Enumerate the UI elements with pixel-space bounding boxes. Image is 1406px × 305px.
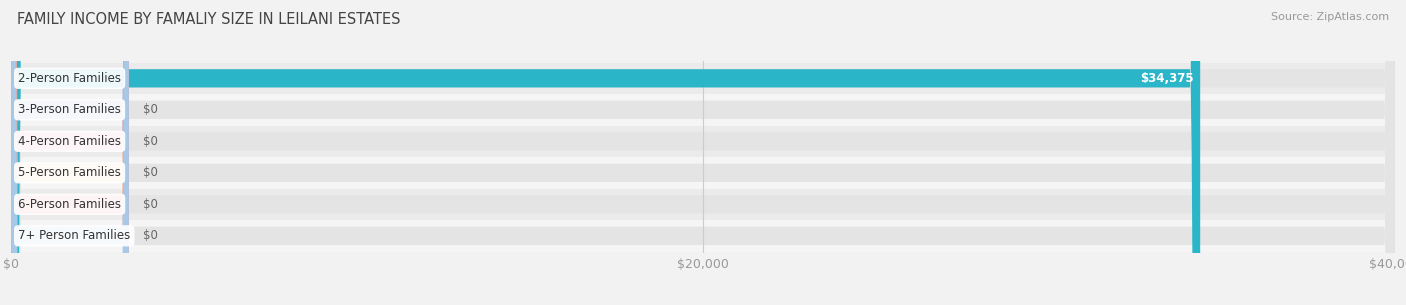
Text: 7+ Person Families: 7+ Person Families <box>18 229 131 242</box>
Bar <box>11 63 1395 94</box>
FancyBboxPatch shape <box>11 0 1395 305</box>
Text: $0: $0 <box>142 166 157 179</box>
FancyBboxPatch shape <box>11 0 1395 305</box>
Text: $0: $0 <box>142 198 157 211</box>
Text: $0: $0 <box>142 229 157 242</box>
Text: 2-Person Families: 2-Person Families <box>18 72 121 85</box>
FancyBboxPatch shape <box>11 0 1395 305</box>
Text: $0: $0 <box>142 135 157 148</box>
Bar <box>11 126 1395 157</box>
Text: 4-Person Families: 4-Person Families <box>18 135 121 148</box>
Text: 6-Person Families: 6-Person Families <box>18 198 121 211</box>
FancyBboxPatch shape <box>11 0 129 305</box>
FancyBboxPatch shape <box>11 0 1395 305</box>
FancyBboxPatch shape <box>11 0 1395 305</box>
Bar <box>11 157 1395 188</box>
FancyBboxPatch shape <box>11 0 1395 305</box>
Bar <box>11 220 1395 252</box>
Text: $0: $0 <box>142 103 157 116</box>
FancyBboxPatch shape <box>11 0 129 305</box>
Text: FAMILY INCOME BY FAMALIY SIZE IN LEILANI ESTATES: FAMILY INCOME BY FAMALIY SIZE IN LEILANI… <box>17 12 401 27</box>
Text: $34,375: $34,375 <box>1140 72 1194 85</box>
Text: 5-Person Families: 5-Person Families <box>18 166 121 179</box>
Text: 3-Person Families: 3-Person Families <box>18 103 121 116</box>
FancyBboxPatch shape <box>11 0 129 305</box>
Bar <box>11 188 1395 220</box>
FancyBboxPatch shape <box>11 0 129 305</box>
FancyBboxPatch shape <box>11 0 1201 305</box>
Bar <box>11 94 1395 126</box>
Text: Source: ZipAtlas.com: Source: ZipAtlas.com <box>1271 12 1389 22</box>
FancyBboxPatch shape <box>11 0 129 305</box>
